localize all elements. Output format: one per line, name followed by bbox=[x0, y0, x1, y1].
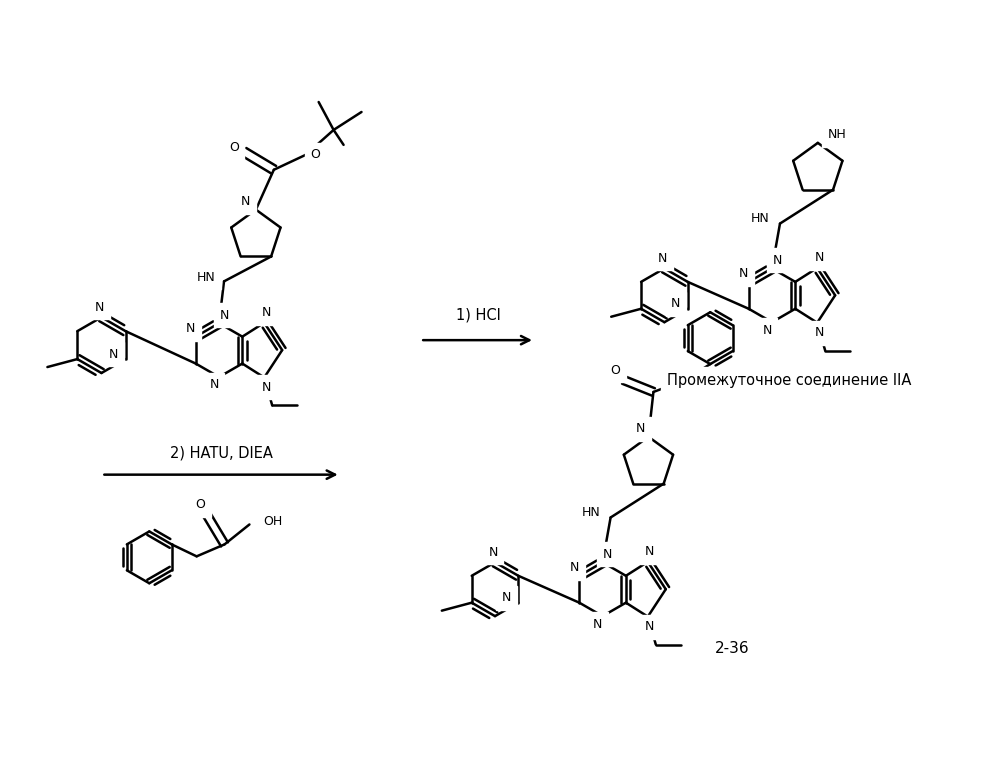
Text: N: N bbox=[569, 562, 579, 575]
Text: N: N bbox=[814, 252, 824, 264]
Text: 2) HATU, DIEA: 2) HATU, DIEA bbox=[170, 445, 273, 461]
Text: N: N bbox=[220, 309, 229, 321]
Text: N: N bbox=[645, 546, 654, 559]
Text: NH: NH bbox=[828, 128, 846, 141]
Text: N: N bbox=[109, 347, 118, 360]
Text: HN: HN bbox=[197, 271, 216, 284]
Text: N: N bbox=[671, 297, 680, 310]
Text: N: N bbox=[814, 326, 824, 339]
Text: N: N bbox=[95, 301, 104, 314]
Text: N: N bbox=[635, 423, 645, 435]
Text: O: O bbox=[610, 363, 620, 376]
Text: HN: HN bbox=[581, 506, 600, 519]
Text: N: N bbox=[210, 378, 219, 391]
Text: N: N bbox=[762, 324, 771, 337]
Text: Промежуточное соединение IIA: Промежуточное соединение IIA bbox=[666, 372, 911, 388]
Text: N: N bbox=[739, 268, 748, 280]
Text: N: N bbox=[262, 381, 271, 394]
Text: O: O bbox=[229, 141, 239, 154]
Text: N: N bbox=[262, 306, 271, 319]
Text: N: N bbox=[501, 591, 511, 604]
Text: 1) HCl: 1) HCl bbox=[456, 308, 500, 323]
Text: N: N bbox=[772, 254, 781, 267]
Text: O: O bbox=[311, 148, 321, 161]
Text: HN: HN bbox=[750, 212, 769, 225]
Text: N: N bbox=[593, 618, 602, 631]
Text: N: N bbox=[645, 620, 654, 633]
Text: N: N bbox=[603, 548, 612, 561]
Text: N: N bbox=[241, 195, 251, 208]
Text: OH: OH bbox=[264, 515, 283, 528]
Text: N: N bbox=[489, 546, 498, 559]
Text: O: O bbox=[196, 498, 206, 511]
Text: N: N bbox=[657, 252, 667, 265]
Text: N: N bbox=[186, 322, 196, 335]
Text: 2-36: 2-36 bbox=[715, 641, 750, 656]
